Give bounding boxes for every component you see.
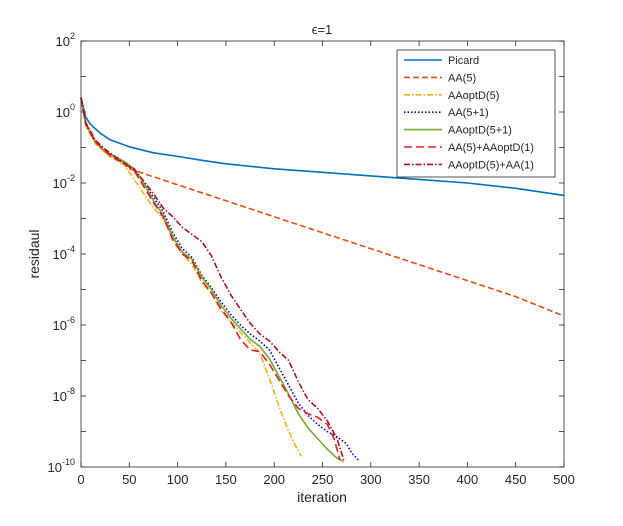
y-tick-power: -2 (67, 173, 75, 183)
y-tick-power: 0 (70, 102, 75, 112)
y-tick-base: 10 (48, 460, 62, 475)
x-tick-label: 100 (167, 472, 189, 487)
y-tick-label: 100 (56, 102, 75, 120)
y-tick-label: 102 (56, 31, 75, 49)
legend-label: AA(5+1) (448, 107, 489, 119)
x-tick-label: 200 (263, 472, 285, 487)
y-tick-label: 10-2 (53, 173, 75, 191)
y-tick-base: 10 (53, 247, 67, 262)
x-tick-label: 250 (312, 472, 334, 487)
y-tick-base: 10 (53, 389, 67, 404)
y-axis-label: residaul (26, 229, 42, 278)
x-tick-label: 50 (122, 472, 136, 487)
series-line-7 (80, 97, 345, 461)
y-tick-power: -6 (67, 315, 75, 325)
y-tick-base: 10 (53, 318, 67, 333)
y-tick-label: 10-4 (53, 244, 75, 262)
x-tick-label: 350 (408, 472, 430, 487)
x-tick-label: 300 (360, 472, 382, 487)
legend-label: Picard (448, 55, 479, 67)
series-line-1 (80, 97, 565, 197)
chart-title: ϵ=1 (312, 22, 333, 37)
legend-label: AAoptD(5)+AA(1) (448, 159, 534, 171)
series-layer (80, 97, 565, 463)
x-tick-label: 0 (77, 472, 84, 487)
y-tick-power: -4 (67, 244, 75, 254)
x-tick-labels: 0 50 100 150 200 250 300 350 400 450 500 (77, 472, 574, 487)
series-line-5 (80, 97, 345, 463)
x-tick-label: 500 (553, 472, 575, 487)
y-tick-base: 10 (56, 105, 70, 120)
y-tick-label: 10-8 (53, 386, 75, 404)
series-line-2 (80, 97, 565, 317)
y-tick-base: 10 (56, 34, 70, 49)
legend-label: AA(5)+AAoptD(1) (448, 142, 534, 154)
series-line-6 (80, 97, 341, 461)
y-tick-power: -8 (67, 386, 75, 396)
y-tick-label: 10-6 (53, 315, 75, 333)
y-tick-power: 2 (70, 31, 75, 41)
y-tick-label: 10-10 (48, 457, 75, 475)
legend: Picard AA(5) AAoptD(5) AA(5+1) AAoptD(5+1) AA… (396, 49, 556, 178)
plot-border (80, 40, 565, 468)
y-tick-base: 10 (53, 176, 67, 191)
x-tick-label: 450 (505, 472, 527, 487)
y-tick-power: -10 (62, 457, 75, 467)
legend-box (396, 49, 556, 178)
legend-label: AAoptD(5) (448, 90, 499, 102)
x-tick-label: 150 (215, 472, 237, 487)
legend-label: AA(5) (448, 72, 476, 84)
legend-label: AAoptD(5+1) (448, 125, 512, 137)
x-axis-label: iteration (297, 489, 347, 505)
x-tick-label: 400 (457, 472, 479, 487)
